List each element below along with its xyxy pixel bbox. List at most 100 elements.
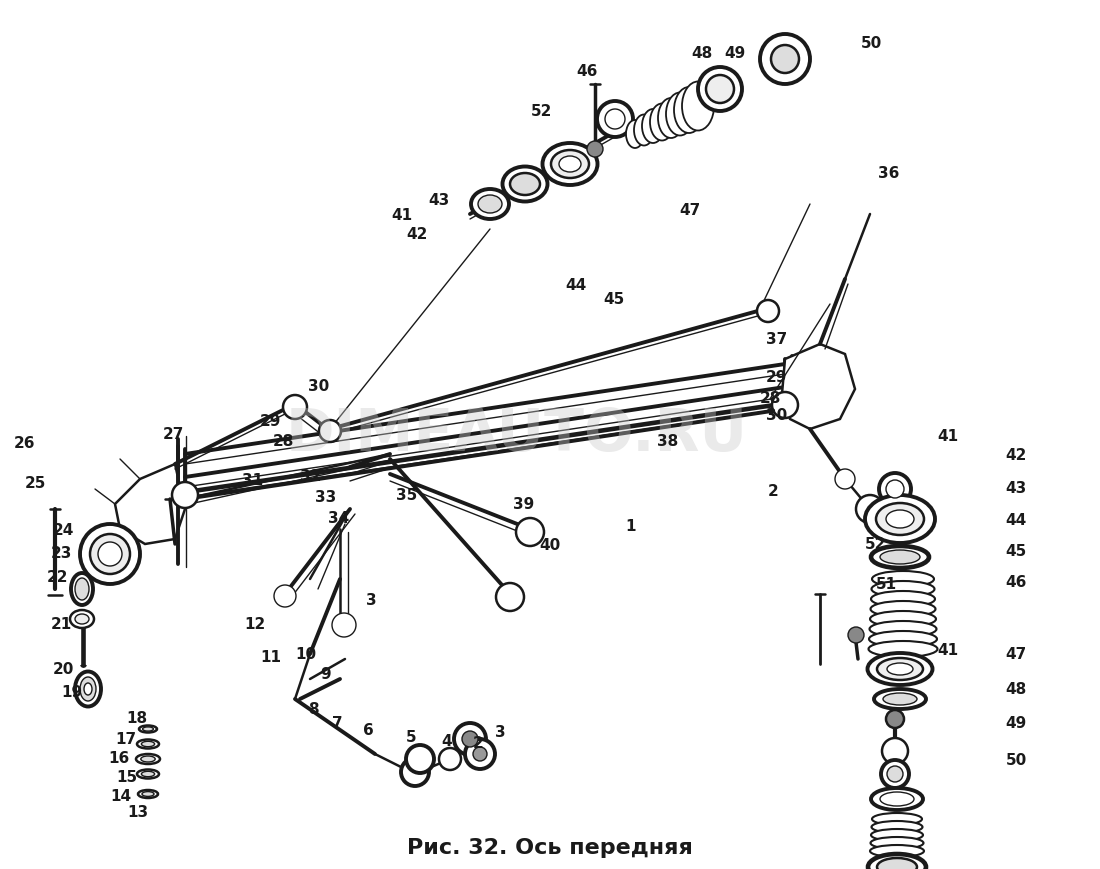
Ellipse shape: [634, 116, 654, 146]
Ellipse shape: [877, 858, 917, 869]
Text: 3: 3: [495, 724, 506, 740]
Circle shape: [462, 731, 478, 747]
Ellipse shape: [471, 189, 509, 220]
Text: DIMEAUTO.RU: DIMEAUTO.RU: [286, 406, 748, 463]
Ellipse shape: [872, 813, 922, 825]
Text: 16: 16: [108, 750, 130, 766]
Ellipse shape: [682, 83, 714, 131]
Circle shape: [587, 142, 603, 158]
Text: 11: 11: [260, 649, 282, 665]
Circle shape: [439, 748, 461, 770]
Ellipse shape: [871, 591, 935, 607]
Ellipse shape: [80, 677, 96, 701]
Ellipse shape: [70, 610, 94, 628]
Ellipse shape: [142, 792, 154, 797]
Text: 50: 50: [1005, 752, 1027, 767]
Text: 3: 3: [366, 592, 377, 607]
Text: 2: 2: [473, 735, 484, 751]
Text: 33: 33: [315, 489, 337, 505]
Ellipse shape: [478, 196, 502, 214]
Ellipse shape: [72, 574, 94, 606]
Text: 14: 14: [110, 788, 132, 804]
Text: 10: 10: [295, 646, 317, 661]
Ellipse shape: [871, 788, 923, 810]
Circle shape: [319, 421, 341, 442]
Polygon shape: [782, 345, 855, 429]
Ellipse shape: [141, 756, 155, 762]
Text: 8: 8: [308, 700, 319, 716]
Text: 35: 35: [396, 488, 418, 503]
Ellipse shape: [650, 104, 674, 142]
Text: 28: 28: [759, 390, 781, 406]
Ellipse shape: [674, 88, 704, 134]
Text: 46: 46: [1005, 574, 1027, 590]
Ellipse shape: [142, 772, 155, 777]
Circle shape: [856, 495, 884, 523]
Text: 34: 34: [328, 510, 350, 526]
Text: 31: 31: [242, 472, 264, 488]
Circle shape: [454, 723, 486, 755]
Circle shape: [698, 68, 742, 112]
Ellipse shape: [870, 837, 924, 849]
Ellipse shape: [658, 99, 684, 139]
Ellipse shape: [666, 93, 694, 136]
Circle shape: [886, 481, 904, 499]
Circle shape: [757, 301, 779, 322]
Circle shape: [605, 109, 625, 129]
Ellipse shape: [626, 121, 644, 149]
Ellipse shape: [871, 581, 935, 597]
Text: 42: 42: [1005, 448, 1027, 463]
Ellipse shape: [143, 727, 153, 731]
Ellipse shape: [642, 109, 664, 144]
Circle shape: [332, 614, 356, 637]
Text: 6: 6: [363, 722, 374, 738]
Text: 38: 38: [657, 434, 679, 449]
Text: 49: 49: [724, 46, 746, 62]
Ellipse shape: [870, 601, 935, 617]
Text: 24: 24: [53, 522, 75, 538]
Text: 20: 20: [53, 661, 75, 677]
Circle shape: [772, 393, 798, 419]
Circle shape: [887, 766, 903, 782]
Ellipse shape: [75, 579, 89, 600]
Text: 41: 41: [937, 428, 959, 444]
Text: 23: 23: [51, 545, 73, 561]
Text: 51: 51: [876, 576, 898, 592]
Text: 40: 40: [539, 537, 561, 553]
Text: 43: 43: [428, 192, 450, 208]
Text: 43: 43: [1005, 481, 1027, 496]
Text: 36: 36: [878, 166, 900, 182]
Ellipse shape: [75, 614, 89, 624]
Ellipse shape: [139, 726, 157, 733]
Text: 19: 19: [60, 684, 82, 700]
Ellipse shape: [510, 174, 540, 196]
Text: 48: 48: [1005, 680, 1027, 696]
Circle shape: [283, 395, 307, 420]
Text: 17: 17: [114, 731, 136, 746]
Ellipse shape: [865, 495, 935, 543]
Text: 25: 25: [24, 475, 46, 491]
Ellipse shape: [872, 571, 934, 587]
Text: 50: 50: [860, 36, 882, 51]
Text: 41: 41: [390, 208, 412, 223]
Circle shape: [406, 745, 434, 773]
Text: 2: 2: [768, 483, 779, 499]
Ellipse shape: [868, 854, 926, 869]
Ellipse shape: [870, 611, 936, 627]
Text: 28: 28: [273, 434, 295, 449]
Circle shape: [879, 474, 911, 506]
Ellipse shape: [871, 829, 923, 841]
Text: 26: 26: [13, 435, 35, 451]
Ellipse shape: [869, 631, 937, 647]
Text: 15: 15: [116, 769, 138, 785]
Text: 46: 46: [576, 63, 598, 79]
Text: 1: 1: [625, 518, 636, 534]
Ellipse shape: [880, 550, 920, 564]
Text: 47: 47: [679, 202, 701, 218]
Text: 21: 21: [51, 616, 73, 632]
Text: 45: 45: [603, 291, 625, 307]
Ellipse shape: [138, 790, 158, 798]
Ellipse shape: [559, 156, 581, 173]
Text: 39: 39: [513, 496, 535, 512]
Ellipse shape: [886, 510, 914, 528]
